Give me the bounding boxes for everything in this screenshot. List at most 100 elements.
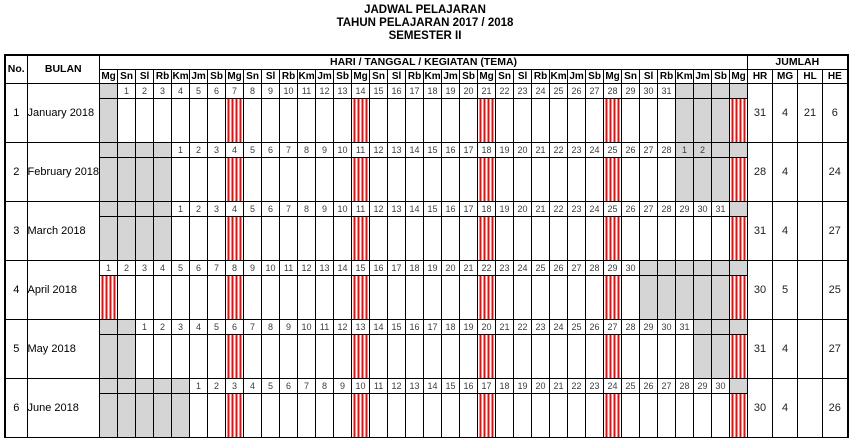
day-number-cell: 8 bbox=[243, 83, 263, 99]
day-activity-cell bbox=[279, 393, 299, 438]
day-activity-cell bbox=[315, 98, 335, 143]
day-number-cell: 23 bbox=[513, 83, 533, 99]
day-activity-cell bbox=[549, 275, 569, 320]
day-activity-cell bbox=[297, 275, 317, 320]
day-activity-cell bbox=[315, 275, 335, 320]
jumlah-value-cell bbox=[797, 201, 824, 261]
day-number-cell bbox=[153, 201, 173, 217]
day-activity-cell bbox=[279, 98, 299, 143]
day-number-cell: 20 bbox=[441, 260, 461, 276]
day-activity-cell bbox=[423, 216, 443, 261]
day-activity-cell bbox=[189, 275, 209, 320]
jumlah-value-cell: 30 bbox=[747, 378, 774, 438]
day-number-cell bbox=[729, 83, 749, 99]
day-activity-cell bbox=[369, 157, 389, 202]
day-number-cell: 13 bbox=[387, 142, 407, 158]
month-number-cell: 1 bbox=[4, 83, 28, 143]
day-activity-cell bbox=[297, 157, 317, 202]
day-number-cell: 18 bbox=[477, 142, 497, 158]
day-activity-cell bbox=[351, 334, 371, 379]
day-number-cell: 18 bbox=[477, 201, 497, 217]
day-activity-cell bbox=[495, 275, 515, 320]
day-number-cell bbox=[117, 378, 137, 394]
day-number-cell: 5 bbox=[171, 260, 191, 276]
month-row-activity bbox=[5, 98, 848, 143]
day-activity-cell bbox=[441, 275, 461, 320]
day-activity-cell bbox=[459, 98, 479, 143]
day-number-cell bbox=[639, 260, 659, 276]
day-activity-cell bbox=[261, 98, 281, 143]
day-activity-cell bbox=[693, 157, 713, 202]
day-activity-cell bbox=[477, 216, 497, 261]
day-activity-cell bbox=[657, 393, 677, 438]
day-activity-cell bbox=[405, 98, 425, 143]
month-row-dates: 6 June 2018 1 2 3 4 5 6 7 8 9 10 11 12 13 14 15 16 17 18 19 2… bbox=[4, 378, 849, 438]
day-activity-cell bbox=[225, 275, 245, 320]
month-name-cell: March 2018 bbox=[26, 201, 101, 261]
day-number-cell: 11 bbox=[279, 260, 299, 276]
day-number-cell: 28 bbox=[585, 260, 605, 276]
day-activity-cell bbox=[459, 275, 479, 320]
day-name-header: Rb bbox=[531, 69, 551, 84]
day-activity-cell bbox=[135, 216, 155, 261]
day-number-cell: 30 bbox=[621, 260, 641, 276]
day-activity-cell bbox=[567, 157, 587, 202]
day-number-cell: 14 bbox=[351, 83, 371, 99]
day-number-cell: 5 bbox=[189, 83, 209, 99]
day-number-cell: 30 bbox=[657, 319, 677, 335]
jumlah-value-cell bbox=[797, 142, 824, 202]
day-number-cell: 25 bbox=[603, 201, 623, 217]
day-activity-cell bbox=[333, 275, 353, 320]
day-activity-cell bbox=[135, 275, 155, 320]
day-activity-cell bbox=[207, 216, 227, 261]
day-number-cell: 1 bbox=[99, 260, 119, 276]
day-activity-cell bbox=[117, 216, 137, 261]
day-activity-cell bbox=[315, 216, 335, 261]
day-number-cell: 5 bbox=[207, 319, 227, 335]
jumlah-subheader: MG bbox=[772, 69, 799, 84]
day-activity-cell bbox=[513, 98, 533, 143]
day-activity-cell bbox=[531, 275, 551, 320]
day-activity-cell bbox=[711, 216, 731, 261]
day-number-cell: 3 bbox=[207, 201, 227, 217]
day-activity-cell bbox=[135, 157, 155, 202]
day-activity-cell bbox=[333, 98, 353, 143]
day-number-cell: 21 bbox=[495, 319, 515, 335]
day-number-cell: 4 bbox=[171, 83, 191, 99]
day-activity-cell bbox=[513, 334, 533, 379]
day-number-cell: 30 bbox=[693, 201, 713, 217]
day-number-cell: 12 bbox=[369, 201, 389, 217]
day-activity-cell bbox=[585, 275, 605, 320]
jumlah-value-cell: 31 bbox=[747, 201, 774, 261]
day-activity-cell bbox=[117, 334, 137, 379]
day-activity-cell bbox=[117, 98, 137, 143]
day-activity-cell bbox=[441, 334, 461, 379]
day-number-cell bbox=[99, 142, 119, 158]
day-number-cell bbox=[657, 260, 677, 276]
day-activity-cell bbox=[549, 393, 569, 438]
day-number-cell: 11 bbox=[369, 378, 389, 394]
day-number-cell: 31 bbox=[711, 201, 731, 217]
day-number-cell: 2 bbox=[189, 201, 209, 217]
day-activity-cell bbox=[459, 157, 479, 202]
day-activity-cell bbox=[531, 98, 551, 143]
day-activity-cell bbox=[207, 98, 227, 143]
day-number-cell bbox=[729, 201, 749, 217]
day-number-cell: 24 bbox=[603, 378, 623, 394]
day-activity-cell bbox=[603, 157, 623, 202]
day-activity-cell bbox=[333, 334, 353, 379]
day-activity-cell bbox=[513, 275, 533, 320]
day-activity-cell bbox=[657, 334, 677, 379]
day-name-header: Sl bbox=[639, 69, 659, 84]
day-number-cell: 15 bbox=[351, 260, 371, 276]
day-number-cell: 15 bbox=[369, 83, 389, 99]
day-activity-cell bbox=[711, 98, 731, 143]
day-number-cell bbox=[99, 201, 119, 217]
day-number-cell: 16 bbox=[369, 260, 389, 276]
page-subtitle-semester: SEMESTER II bbox=[388, 30, 462, 42]
day-name-header: Km bbox=[423, 69, 443, 84]
day-activity-cell bbox=[171, 157, 191, 202]
day-name-header: Sn bbox=[243, 69, 263, 84]
day-number-cell: 13 bbox=[333, 83, 353, 99]
